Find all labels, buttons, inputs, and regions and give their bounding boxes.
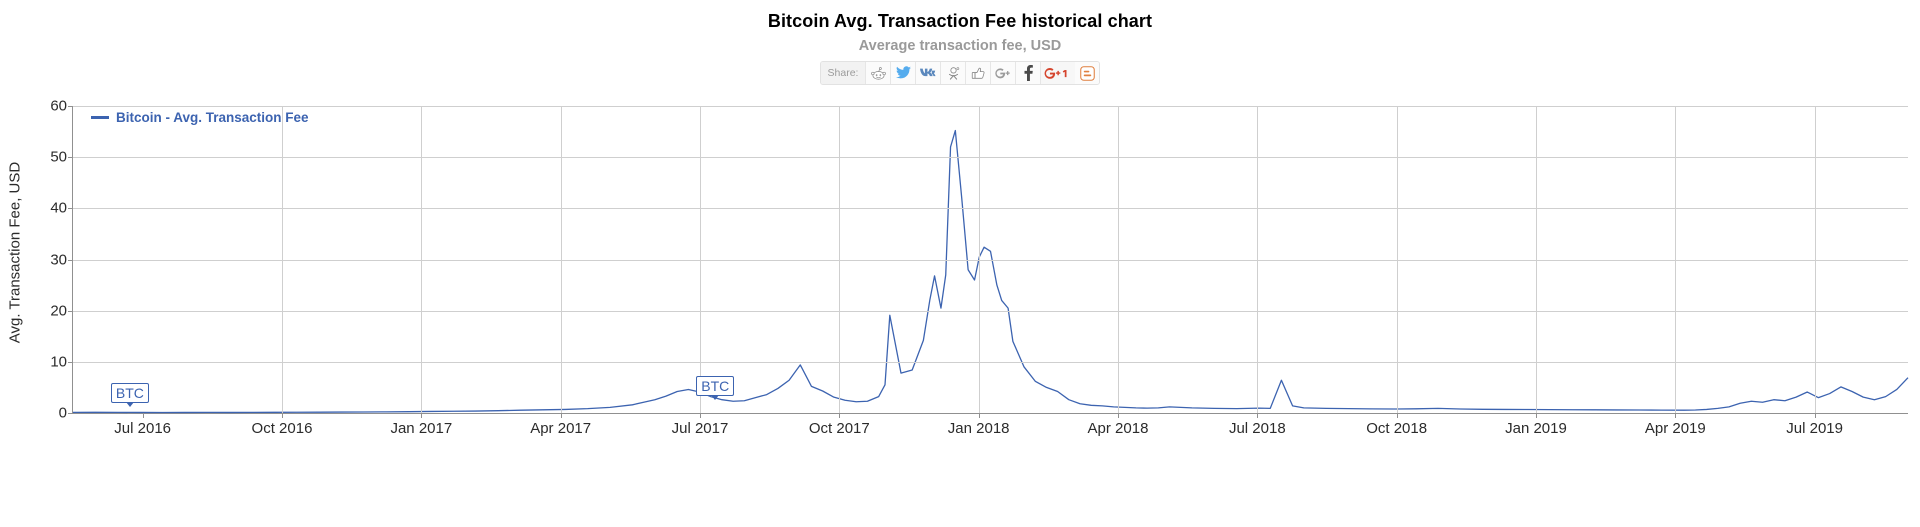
- x-gridline: [699, 106, 701, 413]
- y-axis-tick-mark: [68, 106, 73, 107]
- odnoklassniki-icon[interactable]: [941, 62, 967, 84]
- x-gridline: [1535, 106, 1537, 413]
- x-gridline: [1675, 106, 1677, 413]
- x-gridline: [1257, 106, 1259, 413]
- x-axis-tick-label: Oct 2016: [251, 420, 313, 437]
- x-gridline: [1396, 106, 1398, 413]
- y-gridline: [73, 259, 1908, 261]
- google-plus-icon[interactable]: [991, 62, 1017, 84]
- reddit-icon[interactable]: [866, 62, 892, 84]
- y-axis-tick-label: 20: [50, 302, 67, 320]
- y-gridline: [73, 361, 1908, 363]
- x-axis-tick-mark: [421, 413, 423, 418]
- twitter-icon[interactable]: [891, 62, 917, 84]
- x-axis-tick-mark: [1257, 413, 1259, 418]
- share-bar-wrapper: Share:: [0, 61, 1920, 85]
- legend-swatch: [91, 116, 109, 119]
- y-axis-tick-label: 60: [50, 97, 67, 115]
- x-gridline: [1117, 106, 1119, 413]
- y-gridline: [73, 310, 1908, 312]
- share-label: Share:: [820, 62, 867, 84]
- x-axis-tick-mark: [699, 413, 701, 418]
- chart-canvas: Avg. Transaction Fee, USD Bitcoin - Avg.…: [0, 96, 1920, 456]
- y-axis-tick-label: 50: [50, 148, 67, 166]
- x-gridline: [839, 106, 841, 413]
- x-axis-tick-mark: [1396, 413, 1398, 418]
- x-axis-tick-mark: [1675, 413, 1677, 418]
- x-axis-tick-mark: [1535, 413, 1537, 418]
- plot-area[interactable]: Bitcoin - Avg. Transaction Fee 0 10 20 30 40…: [50, 98, 1908, 437]
- y-axis-tick-mark: [68, 208, 73, 210]
- btc-annotation-flag[interactable]: BTC: [110, 382, 149, 407]
- btc-annotation-flag[interactable]: BTC: [696, 375, 735, 400]
- page-title: Bitcoin Avg. Transaction Fee historical …: [767, 11, 1153, 31]
- chart-legend[interactable]: Bitcoin - Avg. Transaction Fee: [91, 110, 309, 125]
- y-axis-tick-label: 0: [58, 404, 67, 422]
- y-axis-tick-mark: [68, 361, 73, 363]
- x-axis-tick-label: Jul 2017: [671, 420, 729, 437]
- x-gridline: [1814, 106, 1816, 413]
- y-gridline: [73, 106, 1908, 107]
- google-plus-one-icon[interactable]: [1041, 62, 1075, 84]
- x-axis-tick-mark: [978, 413, 980, 418]
- y-axis-label: Avg. Transaction Fee, USD: [6, 161, 24, 344]
- x-axis-tick-mark: [281, 413, 283, 418]
- chart-subtitle: Average transaction fee, USD: [858, 38, 1062, 54]
- x-axis-tick-label: Apr 2019: [1644, 420, 1706, 437]
- x-axis-tick-label: Apr 2018: [1087, 420, 1149, 437]
- x-gridline: [560, 106, 562, 413]
- y-axis-tick-label: 40: [50, 199, 67, 217]
- y-gridline: [73, 208, 1908, 210]
- x-gridline: [281, 106, 283, 413]
- y-axis-tick-mark: [68, 259, 73, 261]
- x-axis-tick-mark: [560, 413, 562, 418]
- x-axis-tick-label: Jan 2017: [390, 420, 453, 437]
- x-axis-tick-label: Jul 2019: [1786, 420, 1843, 437]
- x-axis-tick-mark: [142, 413, 144, 418]
- x-axis-tick-label: Jul 2018: [1228, 420, 1286, 437]
- x-gridline: [978, 106, 980, 413]
- facebook-like-icon[interactable]: [966, 62, 992, 84]
- y-gridline: [73, 157, 1908, 159]
- blogger-icon[interactable]: [1075, 62, 1100, 84]
- y-axis-tick-mark: [68, 413, 73, 414]
- x-gridline: [421, 106, 423, 413]
- x-axis-tick-mark: [839, 413, 841, 418]
- y-axis-tick-mark: [68, 310, 73, 312]
- x-axis-tick-label: Oct 2018: [1366, 420, 1428, 437]
- facebook-icon[interactable]: [1016, 62, 1042, 84]
- y-axis-tick-label: 30: [50, 251, 67, 268]
- chart-header: Bitcoin Avg. Transaction Fee historical …: [0, 0, 1920, 85]
- x-axis-tick-label: Apr 2017: [530, 420, 592, 437]
- legend-label: Bitcoin - Avg. Transaction Fee: [116, 110, 309, 125]
- x-axis-tick-label: Oct 2017: [808, 420, 870, 437]
- y-axis-tick-mark: [68, 157, 73, 159]
- x-axis-tick-mark: [1814, 413, 1816, 418]
- vk-icon[interactable]: [916, 62, 942, 84]
- x-axis-tick-label: Jul 2016: [114, 420, 172, 437]
- y-axis-tick-label: 10: [50, 353, 67, 371]
- x-axis-tick-label: Jan 2019: [1505, 420, 1567, 437]
- share-bar: Share:: [819, 61, 1101, 85]
- x-axis-tick-label: Jan 2018: [947, 420, 1010, 437]
- x-axis-tick-mark: [1117, 413, 1119, 418]
